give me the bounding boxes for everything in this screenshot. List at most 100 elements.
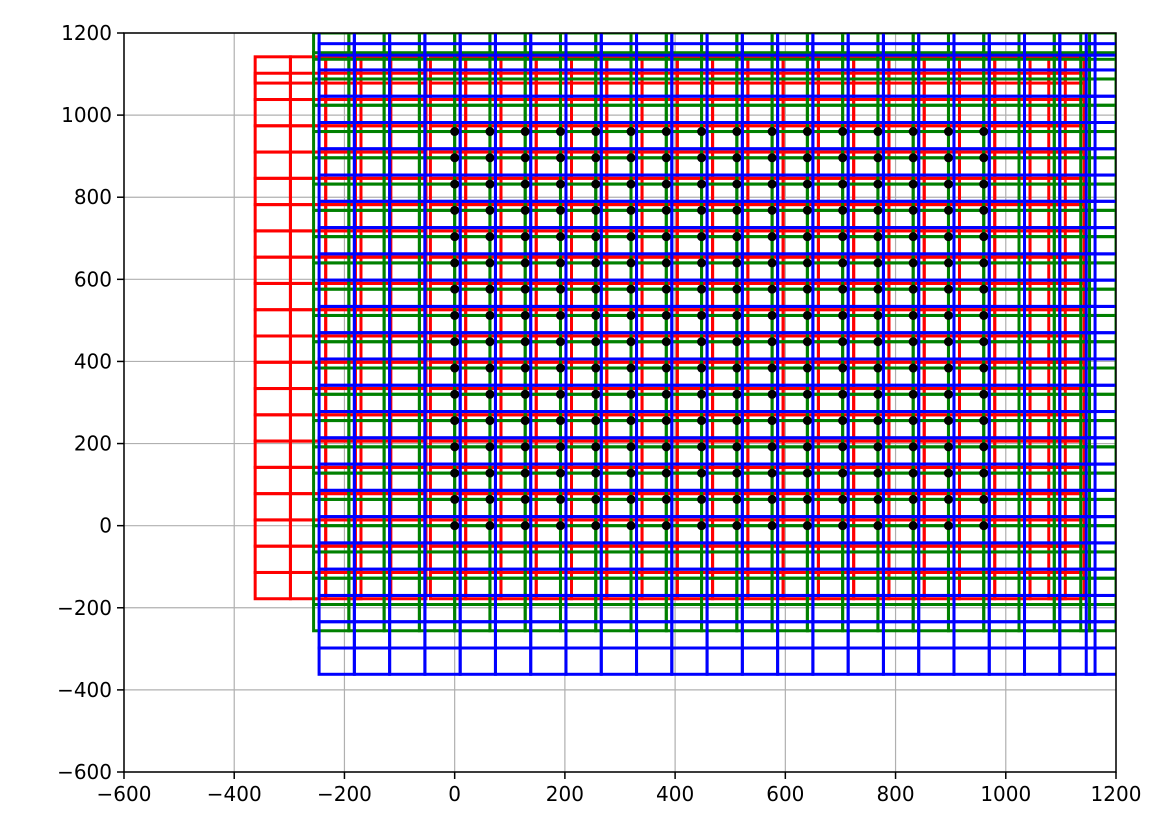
point-mark — [661, 521, 671, 531]
point-mark — [661, 127, 671, 137]
point-mark — [979, 442, 989, 452]
box-mark — [1052, 51, 1092, 81]
point-mark — [697, 258, 707, 268]
point-mark — [979, 153, 989, 163]
point-mark — [732, 442, 742, 452]
point-mark — [450, 363, 460, 373]
point-mark — [908, 127, 918, 137]
point-mark — [943, 442, 953, 452]
point-mark — [485, 521, 495, 531]
point-mark — [979, 337, 989, 347]
point-mark — [485, 416, 495, 426]
point-mark — [697, 468, 707, 478]
point-mark — [908, 416, 918, 426]
point-mark — [908, 205, 918, 215]
point-mark — [520, 179, 530, 189]
point-mark — [732, 363, 742, 373]
point-mark — [555, 416, 565, 426]
point-mark — [979, 179, 989, 189]
point-mark — [943, 468, 953, 478]
point-mark — [697, 179, 707, 189]
point-mark — [732, 389, 742, 399]
y-tick-label: 200 — [74, 432, 112, 456]
point-mark — [591, 205, 601, 215]
y-tick-label: 0 — [99, 514, 112, 538]
point-mark — [591, 442, 601, 452]
point-mark — [591, 389, 601, 399]
point-mark — [626, 153, 636, 163]
point-mark — [767, 521, 777, 531]
box-mark — [1084, 42, 1116, 72]
point-mark — [555, 363, 565, 373]
point-mark — [450, 468, 460, 478]
point-mark — [697, 416, 707, 426]
point-mark — [697, 310, 707, 320]
point-mark — [838, 127, 848, 137]
point-mark — [591, 258, 601, 268]
point-mark — [732, 310, 742, 320]
point-mark — [943, 284, 953, 294]
point-mark — [838, 363, 848, 373]
point-mark — [555, 232, 565, 242]
point-mark — [943, 310, 953, 320]
point-mark — [555, 153, 565, 163]
point-mark — [767, 442, 777, 452]
point-mark — [943, 494, 953, 504]
point-mark — [802, 153, 812, 163]
point-mark — [697, 232, 707, 242]
point-mark — [873, 179, 883, 189]
point-mark — [485, 258, 495, 268]
point-mark — [555, 205, 565, 215]
point-mark — [485, 205, 495, 215]
x-axis: −600 −400 −200 0 200 400 600 800 1000 1200 — [97, 772, 1141, 806]
point-mark — [555, 494, 565, 504]
point-mark — [838, 416, 848, 426]
point-mark — [697, 205, 707, 215]
point-mark — [873, 284, 883, 294]
point-mark — [908, 468, 918, 478]
point-mark — [838, 337, 848, 347]
point-mark — [661, 416, 671, 426]
points-layer — [450, 127, 989, 531]
point-mark — [838, 389, 848, 399]
point-mark — [802, 494, 812, 504]
point-mark — [591, 179, 601, 189]
point-mark — [943, 416, 953, 426]
point-mark — [485, 389, 495, 399]
box-series-2 — [312, 33, 1116, 633]
x-tick-label: 600 — [766, 782, 804, 806]
point-mark — [873, 521, 883, 531]
point-mark — [732, 153, 742, 163]
point-mark — [697, 337, 707, 347]
x-tick-label: 1000 — [980, 782, 1031, 806]
point-mark — [732, 284, 742, 294]
point-mark — [450, 232, 460, 242]
point-mark — [520, 232, 530, 242]
point-mark — [767, 337, 777, 347]
point-mark — [979, 389, 989, 399]
point-mark — [697, 363, 707, 373]
point-mark — [908, 232, 918, 242]
point-mark — [838, 153, 848, 163]
point-mark — [873, 232, 883, 242]
point-mark — [661, 232, 671, 242]
point-mark — [591, 232, 601, 242]
point-mark — [767, 494, 777, 504]
box-series-3 — [317, 33, 1116, 676]
point-mark — [732, 337, 742, 347]
point-mark — [767, 310, 777, 320]
point-mark — [943, 258, 953, 268]
point-mark — [838, 310, 848, 320]
point-mark — [873, 337, 883, 347]
point-mark — [943, 363, 953, 373]
point-mark — [485, 363, 495, 373]
point-mark — [838, 442, 848, 452]
x-tick-label: 0 — [448, 782, 461, 806]
point-mark — [838, 232, 848, 242]
point-mark — [979, 258, 989, 268]
point-mark — [450, 389, 460, 399]
point-mark — [943, 179, 953, 189]
point-mark — [626, 284, 636, 294]
point-mark — [838, 468, 848, 478]
